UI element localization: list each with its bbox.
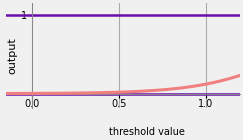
Y-axis label: output: output bbox=[8, 37, 18, 74]
X-axis label: threshold value: threshold value bbox=[109, 127, 185, 137]
